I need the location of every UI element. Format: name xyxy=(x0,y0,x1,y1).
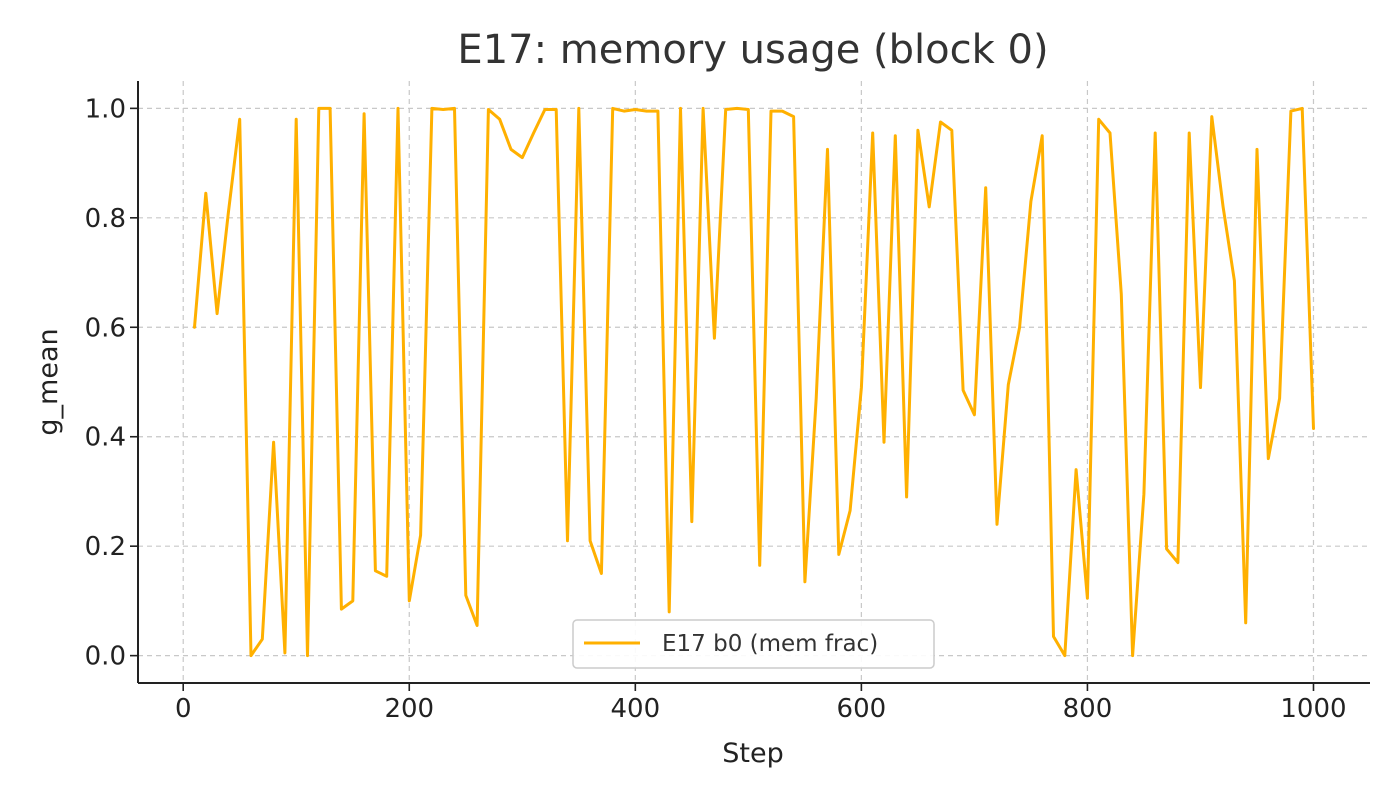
x-tick-label: 1000 xyxy=(1280,694,1346,724)
legend-label: E17 b0 (mem frac) xyxy=(662,631,878,657)
x-tick-label: 400 xyxy=(611,694,661,724)
legend: E17 b0 (mem frac) xyxy=(572,619,935,669)
y-tick-label: 1.0 xyxy=(85,94,126,124)
x-tick-label: 0 xyxy=(175,694,192,724)
chart-title: E17: memory usage (block 0) xyxy=(457,27,1048,73)
x-tick-label: 800 xyxy=(1063,694,1113,724)
y-axis-label: g_mean xyxy=(33,328,64,435)
legend-frame xyxy=(572,619,935,669)
series-line xyxy=(193,106,1315,658)
y-tick-label: 0.6 xyxy=(85,313,126,343)
x-tick-label: 200 xyxy=(384,694,434,724)
x-axis-label: Step xyxy=(722,738,783,769)
x-tick-label: 600 xyxy=(837,694,887,724)
y-tick-label: 0.8 xyxy=(85,204,126,234)
axes: 0 200 400 600 800 1000 0.0 0.2 0.4 0.6 0.8 1.0 xyxy=(85,81,1370,724)
y-tick-label: 0.2 xyxy=(85,532,126,562)
series-layer xyxy=(193,106,1315,658)
y-tick-label: 0.0 xyxy=(85,642,126,672)
y-tick-label: 0.4 xyxy=(85,423,126,453)
